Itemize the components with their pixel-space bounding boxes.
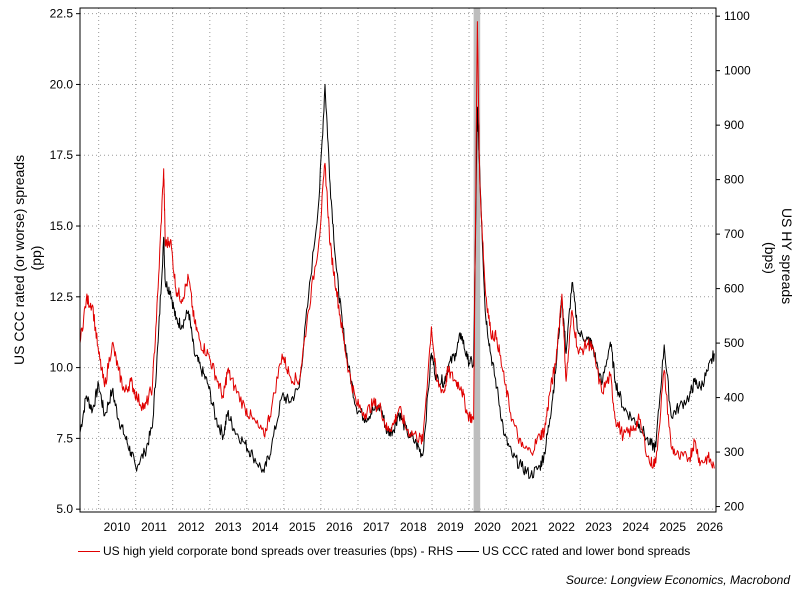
series-line-hy <box>79 21 715 469</box>
x-tick-label-2025: 2025 <box>659 520 686 534</box>
shaded-region <box>473 8 481 512</box>
plot-frame <box>79 7 717 513</box>
left-tick-label-5.0: 5.0 <box>56 502 73 516</box>
x-tick-label-2010: 2010 <box>104 520 131 534</box>
left-axis-title-line1: US CCC rated (or worse) spreads <box>11 155 27 365</box>
right-axis-title: US HY spreads (bps) <box>762 208 795 308</box>
left-tick-label-22.5: 22.5 <box>50 7 74 21</box>
left-tick-label-12.5: 12.5 <box>50 290 74 304</box>
legend-entry-hy: US high yield corporate bond spreads ove… <box>78 544 453 558</box>
x-tick-label-2017: 2017 <box>363 520 390 534</box>
x-tick-label-2020: 2020 <box>474 520 501 534</box>
x-tick-label-2021: 2021 <box>511 520 538 534</box>
series-layer <box>79 21 715 479</box>
legend: US high yield corporate bond spreads ove… <box>78 544 694 558</box>
x-tick-label-2026: 2026 <box>696 520 723 534</box>
x-tick-label-2013: 2013 <box>215 520 242 534</box>
right-tick-label-1000: 1000 <box>724 64 751 78</box>
left-tick-label-7.5: 7.5 <box>56 431 73 445</box>
x-tick-label-2011: 2011 <box>141 520 167 534</box>
legend-swatch-ccc <box>457 550 480 552</box>
left-tick-label-17.5: 17.5 <box>50 148 74 162</box>
right-tick-label-900: 900 <box>724 118 744 132</box>
legend-label-hy: US high yield corporate bond spreads ove… <box>103 544 454 558</box>
tick-labels: 2010 2011 2012 2013 2014 2015 2016 2017 2018 2019… <box>50 7 751 534</box>
x-tick-label-2022: 2022 <box>548 520 575 534</box>
legend-label-ccc: US CCC rated and lower bond spreads <box>482 544 691 558</box>
right-tick-label-1100: 1100 <box>724 9 750 23</box>
x-tick-label-2012: 2012 <box>178 520 205 534</box>
right-axis-title-line2: (bps) <box>762 242 778 274</box>
left-tick-label-15.0: 15.0 <box>50 219 74 233</box>
right-tick-label-300: 300 <box>724 445 744 459</box>
right-tick-label-800: 800 <box>724 173 744 187</box>
left-tick-label-20.0: 20.0 <box>50 77 74 91</box>
right-tick-label-500: 500 <box>724 336 744 350</box>
source-note: Source: Longview Economics, Macrobond <box>565 573 790 587</box>
right-tick-label-600: 600 <box>724 282 744 296</box>
x-tick-label-2016: 2016 <box>326 520 353 534</box>
left-axis-title: US CCC rated (or worse) spreads (pp) <box>11 151 44 365</box>
plot-background <box>80 8 716 512</box>
x-tick-label-2014: 2014 <box>252 520 279 534</box>
x-tick-label-2018: 2018 <box>400 520 427 534</box>
x-tick-label-2023: 2023 <box>585 520 612 534</box>
right-tick-label-700: 700 <box>724 227 744 241</box>
x-tick-label-2015: 2015 <box>289 520 316 534</box>
right-tick-label-400: 400 <box>724 391 744 405</box>
right-tick-label-200: 200 <box>724 500 744 514</box>
left-axis-title-line2: (pp) <box>28 246 44 271</box>
legend-swatch-hy <box>78 550 100 552</box>
recession-shading <box>473 8 481 512</box>
left-tick-label-10.0: 10.0 <box>50 361 74 375</box>
x-tick-label-2019: 2019 <box>437 520 464 534</box>
x-tick-label-2024: 2024 <box>622 520 649 534</box>
right-axis-title-line1: US HY spreads <box>779 208 795 304</box>
legend-entry-ccc: US CCC rated and lower bond spreads <box>457 544 690 558</box>
